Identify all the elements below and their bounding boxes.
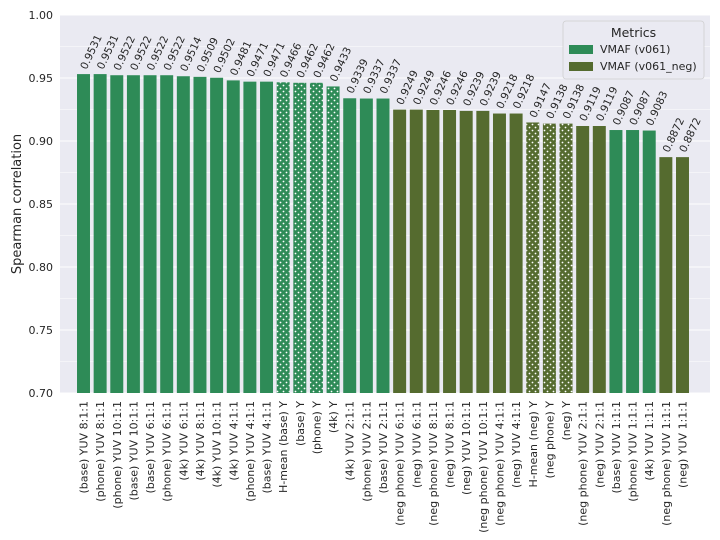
bar xyxy=(459,110,473,394)
x-tick-label: (4k) YUV 1:1:1 xyxy=(643,401,656,481)
x-tick-label: (neg) YUV 10:1:1 xyxy=(460,401,473,495)
x-tick-label: (neg) YUV 8:1:1 xyxy=(444,401,457,488)
bar xyxy=(260,81,274,394)
y-tick-label: 0.95 xyxy=(29,72,54,85)
legend-label-v061: VMAF (v061) xyxy=(600,43,670,56)
x-tick-label: (base) YUV 4:1:1 xyxy=(261,401,274,494)
bar xyxy=(576,126,590,394)
x-tick-labels: (base) YUV 8:1:1 (phone) YUV 8:1:1 (phone)… xyxy=(78,401,690,533)
x-tick-label: (neg phone) YUV 1:1:1 xyxy=(660,401,673,526)
x-tick-label: (neg phone) Y xyxy=(543,401,556,479)
x-tick-label: (4k) YUV 4:1:1 xyxy=(227,401,240,481)
bar xyxy=(659,157,673,393)
x-tick-label: (neg) YUV 2:1:1 xyxy=(593,401,606,488)
x-tick-label: (phone) YUV 1:1:1 xyxy=(627,401,640,502)
bar-hatch xyxy=(293,82,307,394)
x-tick-label: (phone) YUV 10:1:1 xyxy=(111,401,124,509)
bar xyxy=(676,157,689,393)
x-tick-label: (4k) YUV 10:1:1 xyxy=(211,401,224,488)
y-tick-label: 1.00 xyxy=(29,9,54,22)
x-tick-label: (4k) YUV 2:1:1 xyxy=(344,401,357,481)
x-tick-label: (4k) YUV 6:1:1 xyxy=(177,401,190,481)
x-tick-label: (neg) Y xyxy=(560,401,573,441)
bar xyxy=(343,98,357,393)
bar xyxy=(160,75,174,393)
x-tick-label: (4k) YUV 8:1:1 xyxy=(194,401,207,481)
x-tick-label: (phone) YUV 8:1:1 xyxy=(94,401,107,502)
bar xyxy=(626,130,640,393)
bar xyxy=(393,109,407,393)
x-tick-label: (base) YUV 1:1:1 xyxy=(610,401,623,494)
bar-hatch xyxy=(276,82,290,393)
bar xyxy=(243,81,257,394)
x-tick-label: (neg) YUV 4:1:1 xyxy=(510,401,523,488)
x-tick-label: (neg) YUV 1:1:1 xyxy=(677,401,690,488)
y-tick-label: 0.75 xyxy=(29,324,54,337)
bar-hatch xyxy=(309,82,323,394)
bar xyxy=(443,110,457,393)
legend: Metrics VMAF (v061) VMAF (v061_neg) xyxy=(562,20,705,80)
bar xyxy=(126,75,140,393)
y-tick-label: 0.85 xyxy=(29,198,54,211)
x-tick-label: (4k) Y xyxy=(327,401,340,433)
x-tick-label: (phone) YUV 6:1:1 xyxy=(161,401,174,502)
legend-label-v061-neg: VMAF (v061_neg) xyxy=(600,60,697,73)
bar-hatch xyxy=(526,122,540,393)
x-tick-label: (base) YUV 2:1:1 xyxy=(377,401,390,494)
bar-hatch xyxy=(326,86,340,393)
x-tick-label: (base) YUV 10:1:1 xyxy=(127,401,140,501)
legend-swatch-v061 xyxy=(569,45,593,54)
bar xyxy=(210,77,224,394)
x-tick-label: (phone) YUV 2:1:1 xyxy=(360,401,373,502)
bar xyxy=(110,75,124,393)
bar xyxy=(176,76,190,394)
legend-title: Metrics xyxy=(611,25,656,40)
y-tick-label: 0.80 xyxy=(29,261,54,274)
legend-box xyxy=(562,20,705,80)
bar xyxy=(492,113,506,394)
x-tick-label: (neg phone) YUV 6:1:1 xyxy=(394,401,407,526)
x-tick-label: (neg phone) YUV 8:1:1 xyxy=(427,401,440,526)
x-tick-label: H-mean (base) Y xyxy=(277,401,290,493)
bar xyxy=(592,126,606,394)
bar xyxy=(226,80,240,394)
bar-hatch xyxy=(559,123,573,393)
legend-swatch-v061-neg xyxy=(569,62,593,71)
bar xyxy=(642,130,656,394)
x-tick-label: (neg phone) YUV 2:1:1 xyxy=(577,401,590,526)
x-tick-label: (neg phone) YUV 4:1:1 xyxy=(493,401,506,526)
x-tick-label: (base) YUV 8:1:1 xyxy=(78,401,91,494)
x-tick-label: (base) Y xyxy=(294,401,307,446)
x-tick-label: (phone) Y xyxy=(310,401,323,455)
x-tick-label: (phone) YUV 4:1:1 xyxy=(244,401,257,502)
bar xyxy=(143,75,157,393)
bar xyxy=(376,98,390,394)
bar xyxy=(193,76,207,393)
bar xyxy=(426,110,440,393)
bar-hatch xyxy=(542,123,556,393)
bar xyxy=(93,74,107,394)
bar xyxy=(509,113,523,394)
bar xyxy=(77,74,90,394)
y-tick-label: 0.90 xyxy=(29,135,54,148)
x-tick-label: H-mean (neg) Y xyxy=(527,401,540,488)
y-tick-label: 0.70 xyxy=(29,387,54,400)
bars-group xyxy=(77,74,689,394)
y-tick-labels: 0.70 0.75 0.80 0.85 0.90 0.95 1.00 xyxy=(29,9,54,400)
x-tick-label: (neg) YUV 6:1:1 xyxy=(410,401,423,488)
x-tick-label: (neg phone) YUV 10:1:1 xyxy=(477,401,490,533)
bar xyxy=(359,98,373,394)
bar xyxy=(409,109,423,393)
bar xyxy=(609,130,623,393)
y-axis-label: Spearman correlation xyxy=(10,134,25,274)
x-tick-label: (base) YUV 6:1:1 xyxy=(144,401,157,494)
bar xyxy=(476,110,490,394)
